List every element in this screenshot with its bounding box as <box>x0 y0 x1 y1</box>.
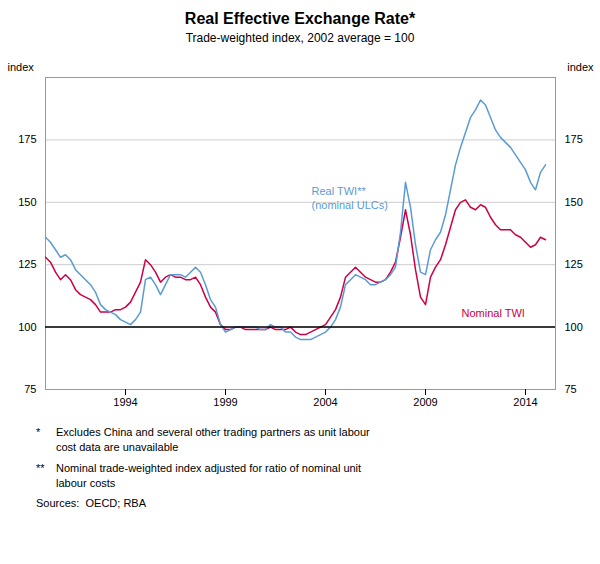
svg-text:150: 150 <box>565 196 583 208</box>
svg-text:125: 125 <box>18 258 36 270</box>
svg-text:175: 175 <box>18 133 36 145</box>
svg-text:2009: 2009 <box>413 396 437 408</box>
svg-text:index: index <box>567 61 594 73</box>
svg-text:100: 100 <box>565 321 583 333</box>
svg-text:Real TWI**(nominal ULCs): Real TWI**(nominal ULCs) <box>312 185 388 211</box>
svg-text:100: 100 <box>18 321 36 333</box>
svg-text:75: 75 <box>24 383 36 395</box>
svg-text:Nominal TWI: Nominal TWI <box>462 307 525 319</box>
html-text:Excludes China and several oth: Excludes China and several other trading… <box>56 426 370 453</box>
svg-text:1999: 1999 <box>213 396 237 408</box>
svg-text:75: 75 <box>565 383 577 395</box>
html-text:Real Effective Exchange Rate*: Real Effective Exchange Rate* <box>184 10 416 27</box>
html-text:Nominal trade-weighted index a: Nominal trade-weighted index adjusted fo… <box>56 461 362 489</box>
svg-text:1994: 1994 <box>113 396 137 408</box>
svg-text:175: 175 <box>565 133 583 145</box>
svg-text:2014: 2014 <box>513 396 537 408</box>
svg-text:index: index <box>8 61 35 73</box>
html-text:Sources: OECD; RBA: Sources: OECD; RBA <box>36 497 146 510</box>
svg-text:125: 125 <box>565 258 583 270</box>
html-text:Trade-weighted index, 2002 ave: Trade-weighted index, 2002 average = 100 <box>185 31 415 45</box>
svg-text:150: 150 <box>18 196 36 208</box>
svg-text:2004: 2004 <box>313 396 337 408</box>
